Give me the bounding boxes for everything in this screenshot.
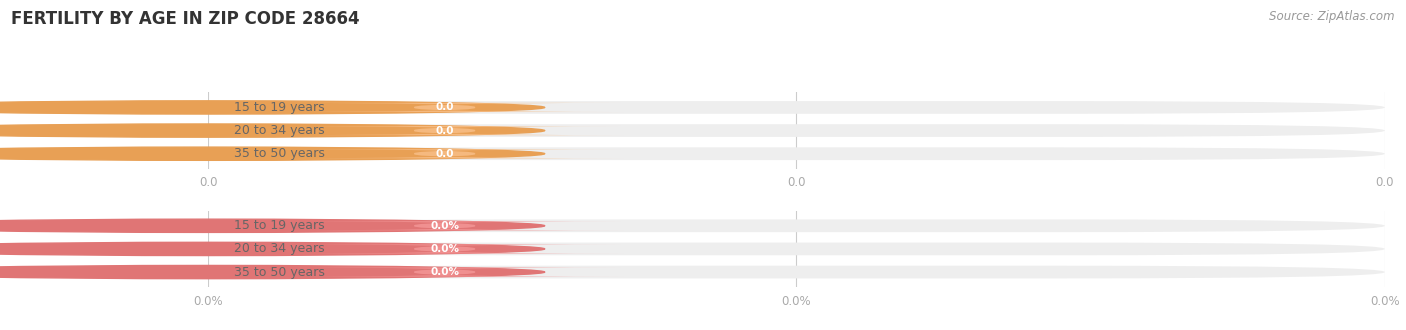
FancyBboxPatch shape <box>208 243 1385 255</box>
Text: 0.0: 0.0 <box>436 149 454 159</box>
Circle shape <box>0 101 544 114</box>
Text: 0.0: 0.0 <box>436 102 454 113</box>
FancyBboxPatch shape <box>266 268 624 277</box>
Text: 15 to 19 years: 15 to 19 years <box>233 219 325 232</box>
Text: 0.0: 0.0 <box>436 126 454 136</box>
Circle shape <box>0 265 544 279</box>
FancyBboxPatch shape <box>208 101 1385 114</box>
FancyBboxPatch shape <box>208 148 1385 160</box>
FancyBboxPatch shape <box>266 103 624 112</box>
Text: Source: ZipAtlas.com: Source: ZipAtlas.com <box>1270 10 1395 23</box>
Text: 20 to 34 years: 20 to 34 years <box>233 243 325 255</box>
FancyBboxPatch shape <box>266 149 624 158</box>
Circle shape <box>0 147 544 160</box>
FancyBboxPatch shape <box>208 219 1385 232</box>
Text: 0.0%: 0.0% <box>430 267 460 277</box>
FancyBboxPatch shape <box>266 126 624 135</box>
FancyBboxPatch shape <box>266 244 624 253</box>
Text: 0.0%: 0.0% <box>430 221 460 231</box>
Text: 35 to 50 years: 35 to 50 years <box>233 266 325 279</box>
Circle shape <box>0 219 544 232</box>
FancyBboxPatch shape <box>208 124 1385 137</box>
FancyBboxPatch shape <box>266 221 624 230</box>
Circle shape <box>0 124 544 137</box>
Text: 0.0%: 0.0% <box>430 244 460 254</box>
Text: 20 to 34 years: 20 to 34 years <box>233 124 325 137</box>
Text: 15 to 19 years: 15 to 19 years <box>233 101 325 114</box>
Text: 35 to 50 years: 35 to 50 years <box>233 147 325 160</box>
Text: FERTILITY BY AGE IN ZIP CODE 28664: FERTILITY BY AGE IN ZIP CODE 28664 <box>11 10 360 28</box>
Circle shape <box>0 242 544 255</box>
FancyBboxPatch shape <box>208 266 1385 279</box>
